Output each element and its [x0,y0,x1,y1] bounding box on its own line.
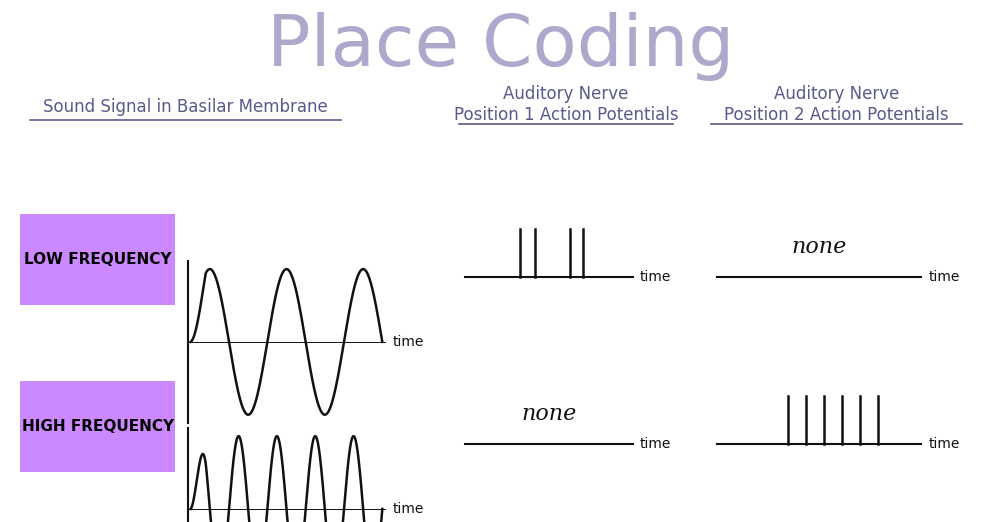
Text: Sound Signal in Basilar Membrane: Sound Signal in Basilar Membrane [43,98,328,116]
Text: time: time [929,270,960,284]
Text: Place Coding: Place Coding [268,13,734,81]
Text: time: time [639,437,671,452]
Text: time: time [929,437,960,452]
Text: time: time [639,270,671,284]
Text: none: none [522,403,577,425]
Text: Auditory Nerve
Position 1 Action Potentials: Auditory Nerve Position 1 Action Potenti… [454,85,678,124]
Text: none: none [792,236,847,258]
FancyBboxPatch shape [20,214,175,305]
FancyBboxPatch shape [20,381,175,472]
Text: Auditory Nerve
Position 2 Action Potentials: Auditory Nerve Position 2 Action Potenti… [724,85,949,124]
Text: HIGH FREQUENCY: HIGH FREQUENCY [22,419,173,434]
Text: time: time [393,502,424,516]
Text: LOW FREQUENCY: LOW FREQUENCY [24,252,171,267]
Text: time: time [393,335,424,349]
